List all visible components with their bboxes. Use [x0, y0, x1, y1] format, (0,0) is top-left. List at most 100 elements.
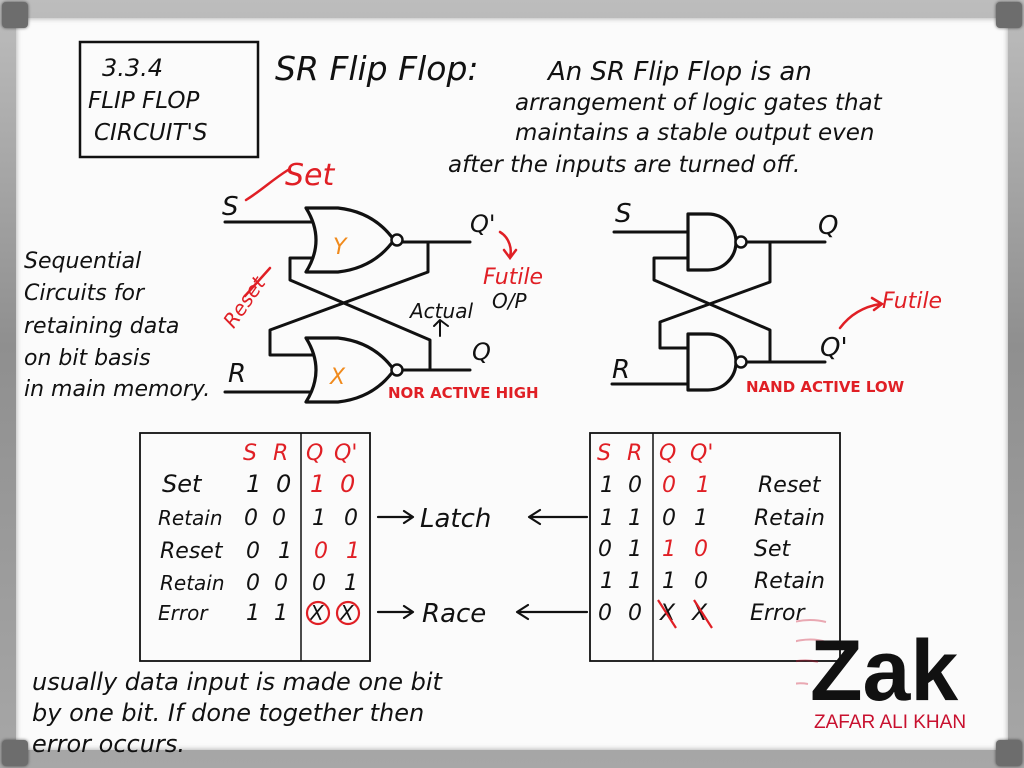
nor-gate-lower	[304, 336, 396, 404]
nand-gate-lower	[686, 332, 738, 392]
brand-logo: Zak ZAFAR ALI KHAN	[796, 619, 966, 733]
nand-r-label: R	[612, 355, 630, 385]
nand-bubble-upper	[734, 235, 748, 249]
cell-qprime: X	[339, 601, 355, 625]
race-arrow	[376, 604, 415, 620]
nor-futile-annotation: Futile	[483, 265, 543, 290]
nor-gate-upper	[304, 206, 396, 274]
cell-r: 1	[274, 601, 288, 626]
brand-watermark: Zak ZAFAR ALI KHAN	[796, 612, 1008, 750]
row-label: Reset	[758, 473, 822, 498]
cell-s: 0	[246, 571, 260, 596]
cell-s: 0	[246, 539, 260, 564]
table-row: 0 0 X X Error	[598, 599, 806, 629]
nand-bubble-lower	[734, 355, 748, 369]
set-arrow	[244, 168, 290, 202]
nand-cross-2	[652, 256, 772, 364]
table-row: 1 1 1 0 Retain	[600, 569, 825, 594]
table-row: 1 1 0 1 Retain	[600, 506, 825, 531]
cell-q: 1	[662, 537, 676, 562]
cell-s: 0	[244, 506, 258, 531]
cell-r: 0	[274, 571, 288, 596]
table-nor-header-s: S	[243, 441, 257, 466]
row-label: Retain	[754, 506, 825, 531]
nor-s-label: S	[222, 192, 239, 222]
nand-futile-annotation: Futile	[882, 289, 942, 314]
side-note-line-3: retaining data	[24, 314, 179, 339]
row-label: Reset	[160, 539, 224, 564]
nor-latch-circuit: S Set Reset R Y X Q' Futile Actual	[218, 158, 543, 404]
side-note-line-1: Sequential	[24, 249, 141, 274]
nor-cross-2	[288, 256, 432, 372]
cell-s: 1	[246, 601, 260, 626]
table-row: Retain 0 0 0 1	[160, 571, 358, 596]
cell-s: 0	[598, 601, 612, 626]
nor-set-annotation: Set	[285, 158, 336, 193]
table-nand-header-r: R	[627, 441, 642, 466]
table-row: Reset 0 1 0 1	[160, 539, 360, 564]
cell-qprime: X	[691, 601, 708, 626]
truth-table-nor: S R Q Q' Set 1 0 1 0 Retain 0 0 1 0 Rese…	[139, 432, 371, 662]
cell-s: 0	[598, 537, 612, 562]
bottom-note: usually data input is made one bit by on…	[32, 668, 444, 758]
nand-cross-1	[658, 240, 772, 350]
nor-caption: NOR ACTIVE HIGH	[388, 384, 539, 402]
nor-r-label: R	[228, 359, 246, 389]
nand-qprime-label: Q'	[820, 333, 848, 363]
heading-title: SR Flip Flop:	[275, 49, 479, 88]
side-note-line-4: on bit basis	[24, 346, 151, 371]
cell-qprime: 0	[694, 569, 708, 594]
cell-r: 0	[272, 506, 286, 531]
row-label: Retain	[160, 571, 225, 595]
nor-q-label: Q	[472, 338, 491, 366]
section-box	[78, 40, 260, 159]
frame-corner-bottom-left	[2, 740, 28, 766]
latch-label: Latch	[420, 504, 491, 534]
error-circle-q	[305, 600, 331, 626]
error-circle-qprime	[335, 600, 361, 626]
table-nand-border	[589, 432, 841, 662]
heading-line-3: maintains a stable output even	[515, 120, 874, 146]
latch-arrow	[376, 509, 415, 525]
side-note-line-5: in main memory.	[24, 377, 210, 402]
nor-bubble-upper	[390, 233, 404, 247]
circuit-fingerprint-icon	[796, 619, 827, 685]
table-nand-header-s: S	[597, 441, 611, 466]
heading-line-1: An SR Flip Flop is an	[546, 57, 812, 87]
race-label: Race	[422, 599, 486, 629]
cell-r: 0	[276, 470, 291, 498]
cell-r: 1	[628, 506, 642, 531]
cell-q: 1	[662, 569, 676, 594]
row-label: Set	[754, 537, 792, 562]
truth-table-nand: S R Q Q' 1 0 0 1 Reset 1 1 0 1 Retain 0 …	[589, 432, 841, 662]
cell-q: 0	[662, 506, 676, 531]
frame-corner-top-right	[996, 2, 1022, 28]
cell-s: 1	[600, 569, 614, 594]
bottom-note-line-1: usually data input is made one bit	[32, 668, 444, 696]
cell-qprime: 0	[340, 470, 355, 498]
actual-output-arrow	[433, 319, 449, 337]
heading-line-4: after the inputs are turned off.	[448, 152, 800, 178]
row-label: Set	[162, 470, 203, 498]
board-surface	[16, 18, 1008, 750]
cell-s: 1	[600, 506, 614, 531]
futile-arrow	[498, 230, 518, 261]
table-nor-header-q: Q	[306, 441, 323, 466]
error-strike	[657, 599, 713, 629]
row-label: Error	[750, 601, 806, 626]
bottom-note-line-3: error occurs.	[32, 730, 185, 758]
table-nor-header-qprime: Q'	[334, 441, 357, 466]
table-nand-header-q: Q	[659, 441, 676, 466]
table-row: Set 1 0 1 0	[162, 470, 355, 498]
cell-r: 1	[628, 569, 642, 594]
nor-reset-annotation: Reset	[218, 271, 271, 332]
side-note: Sequential Circuits for retaining data o…	[24, 249, 210, 402]
nand-futile-arrow	[838, 296, 885, 330]
section-line-2: CIRCUIT'S	[94, 120, 207, 146]
row-label: Retain	[754, 569, 825, 594]
nand-latch-circuit: S R Q Q' Futile NAND ACTIVE LOW	[610, 199, 942, 396]
cell-q: 0	[314, 539, 328, 564]
gate-label-y: Y	[333, 235, 348, 260]
